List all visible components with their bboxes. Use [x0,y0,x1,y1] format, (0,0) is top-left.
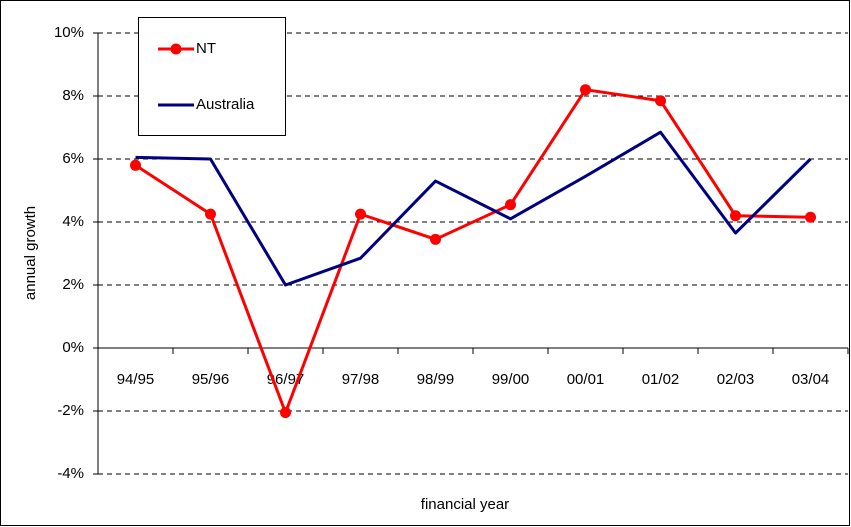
data-point [655,95,666,107]
series-line [135,130,812,287]
y-tick-label: 2% [62,276,84,293]
x-axis-label: financial year [421,496,509,513]
y-tick-label: 4% [62,213,84,230]
series-line [134,88,811,415]
x-tick-label: 97/98 [342,371,380,388]
data-point [355,208,366,220]
data-point [430,233,441,245]
x-tick-label: 00/01 [567,371,605,388]
x-tick-label: 94/95 [117,371,155,388]
data-point [580,84,591,96]
x-tick-label: 03/04 [792,371,830,388]
legend-label: Australia [196,96,255,113]
x-tick-label: 99/00 [492,371,530,388]
x-tick-label: 98/99 [417,371,455,388]
data-point [505,199,516,211]
x-tick-label: 01/02 [642,371,680,388]
x-tick-label: 95/96 [192,371,230,388]
data-point [805,211,816,223]
data-point [730,210,741,222]
y-tick-label: 10% [54,24,84,41]
data-point [205,208,216,220]
data-point [130,159,141,171]
legend-marker [170,43,182,55]
legend-label: NT [196,40,216,57]
y-tick-label: -4% [57,465,84,482]
y-tick-label: 8% [62,87,84,104]
x-tick-label: 02/03 [717,371,755,388]
y-tick-label: 6% [62,150,84,167]
y-tick-label: 0% [62,339,84,356]
legend-box [138,17,286,136]
y-tick-label: -2% [57,402,84,419]
data-point [280,407,291,419]
y-axis-label: annual growth [22,206,39,300]
